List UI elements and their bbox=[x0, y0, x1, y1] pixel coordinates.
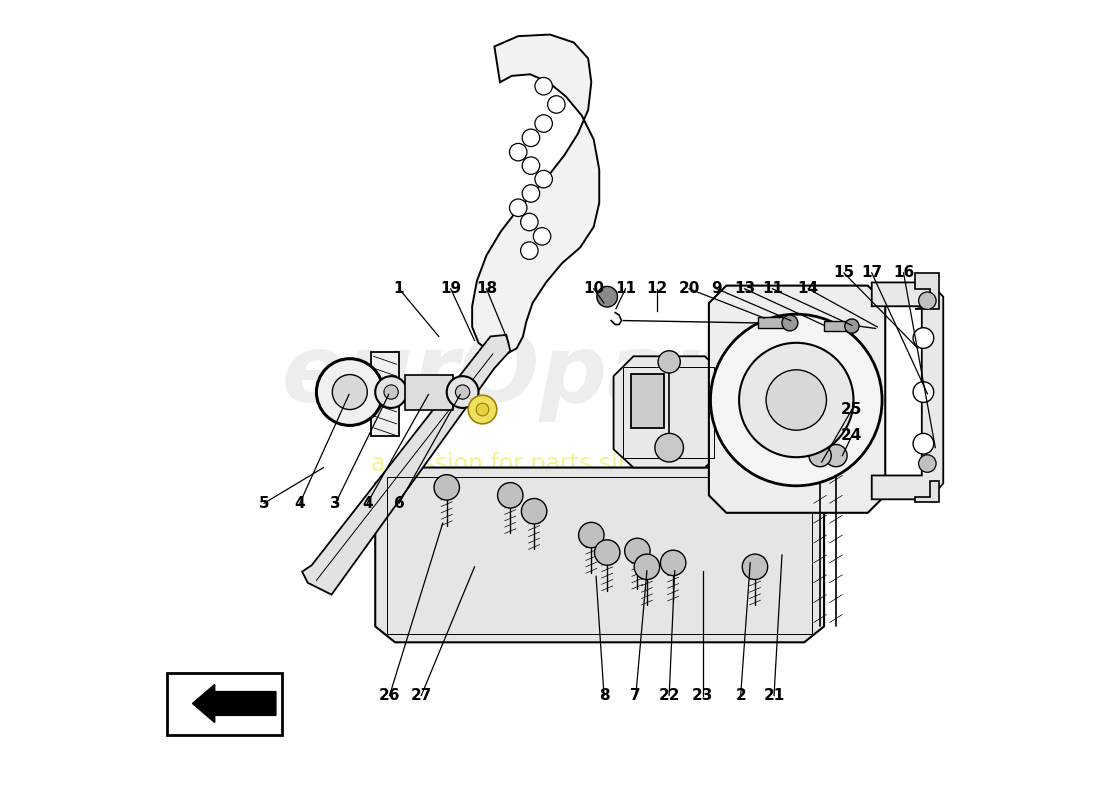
Text: 19: 19 bbox=[440, 282, 461, 296]
Circle shape bbox=[594, 540, 620, 566]
Circle shape bbox=[520, 242, 538, 259]
Circle shape bbox=[660, 550, 686, 575]
Text: 25: 25 bbox=[842, 402, 862, 417]
Text: 7: 7 bbox=[630, 688, 641, 703]
Circle shape bbox=[918, 455, 936, 472]
Text: 21: 21 bbox=[763, 688, 784, 703]
Circle shape bbox=[522, 185, 540, 202]
Circle shape bbox=[766, 370, 826, 430]
Text: 6: 6 bbox=[394, 496, 405, 510]
Circle shape bbox=[534, 228, 551, 245]
Polygon shape bbox=[915, 273, 939, 309]
Text: 15: 15 bbox=[834, 266, 855, 280]
Circle shape bbox=[509, 143, 527, 161]
Polygon shape bbox=[915, 481, 939, 502]
Circle shape bbox=[469, 395, 497, 424]
Circle shape bbox=[447, 376, 478, 408]
Polygon shape bbox=[872, 282, 944, 499]
Polygon shape bbox=[614, 356, 725, 467]
Circle shape bbox=[476, 403, 488, 416]
Text: eurOparts: eurOparts bbox=[282, 330, 818, 422]
Circle shape bbox=[625, 538, 650, 564]
Text: 11: 11 bbox=[615, 282, 636, 296]
Circle shape bbox=[658, 350, 680, 373]
Circle shape bbox=[497, 482, 522, 508]
Polygon shape bbox=[708, 286, 886, 513]
Text: 13: 13 bbox=[734, 282, 756, 296]
Circle shape bbox=[825, 445, 847, 466]
Text: 2: 2 bbox=[735, 688, 746, 703]
Circle shape bbox=[654, 434, 683, 462]
Circle shape bbox=[434, 474, 460, 500]
Text: 8: 8 bbox=[598, 688, 609, 703]
Circle shape bbox=[711, 314, 882, 486]
Bar bbox=[167, 674, 283, 735]
Bar bbox=[631, 374, 664, 428]
Bar bbox=[406, 374, 453, 410]
FancyArrow shape bbox=[192, 685, 276, 722]
Circle shape bbox=[635, 554, 660, 579]
Polygon shape bbox=[472, 34, 600, 354]
Text: 27: 27 bbox=[410, 688, 432, 703]
Circle shape bbox=[913, 382, 934, 402]
Text: 4: 4 bbox=[295, 496, 305, 510]
Circle shape bbox=[913, 328, 934, 348]
Text: 9: 9 bbox=[712, 282, 722, 296]
Text: 17: 17 bbox=[861, 266, 882, 280]
Circle shape bbox=[548, 96, 565, 114]
Text: 23: 23 bbox=[692, 688, 713, 703]
Circle shape bbox=[375, 376, 407, 408]
Circle shape bbox=[509, 199, 527, 217]
Circle shape bbox=[742, 554, 768, 579]
Text: 3: 3 bbox=[330, 496, 341, 510]
Text: 11: 11 bbox=[762, 282, 783, 296]
Text: 16: 16 bbox=[893, 266, 914, 280]
Text: 22: 22 bbox=[659, 688, 680, 703]
Circle shape bbox=[845, 319, 859, 334]
Bar bbox=[824, 321, 850, 331]
Polygon shape bbox=[372, 352, 399, 436]
Circle shape bbox=[520, 214, 538, 230]
Text: 14: 14 bbox=[798, 282, 818, 296]
Circle shape bbox=[332, 374, 367, 410]
Text: 5: 5 bbox=[258, 496, 270, 510]
Circle shape bbox=[739, 342, 854, 457]
Circle shape bbox=[455, 385, 470, 399]
Text: 18: 18 bbox=[476, 282, 497, 296]
Circle shape bbox=[579, 522, 604, 548]
Text: a passion for parts since 1985: a passion for parts since 1985 bbox=[372, 451, 728, 475]
Circle shape bbox=[918, 292, 936, 310]
Text: 26: 26 bbox=[378, 688, 400, 703]
Circle shape bbox=[535, 78, 552, 95]
Circle shape bbox=[317, 358, 383, 426]
Bar bbox=[623, 366, 715, 458]
Bar bbox=[758, 318, 789, 329]
Circle shape bbox=[384, 385, 398, 399]
Circle shape bbox=[782, 315, 797, 331]
Polygon shape bbox=[375, 467, 824, 642]
Text: 12: 12 bbox=[647, 282, 668, 296]
Circle shape bbox=[808, 445, 832, 466]
Bar bbox=[387, 477, 812, 634]
Circle shape bbox=[597, 286, 617, 307]
Text: 20: 20 bbox=[679, 282, 700, 296]
Circle shape bbox=[535, 114, 552, 132]
Circle shape bbox=[522, 157, 540, 174]
Circle shape bbox=[522, 129, 540, 146]
Text: 10: 10 bbox=[583, 282, 604, 296]
Polygon shape bbox=[302, 335, 510, 594]
Circle shape bbox=[913, 434, 934, 454]
Circle shape bbox=[521, 498, 547, 524]
Text: 24: 24 bbox=[842, 428, 862, 443]
Text: 1: 1 bbox=[394, 282, 405, 296]
Circle shape bbox=[535, 170, 552, 188]
Text: 4: 4 bbox=[362, 496, 373, 510]
